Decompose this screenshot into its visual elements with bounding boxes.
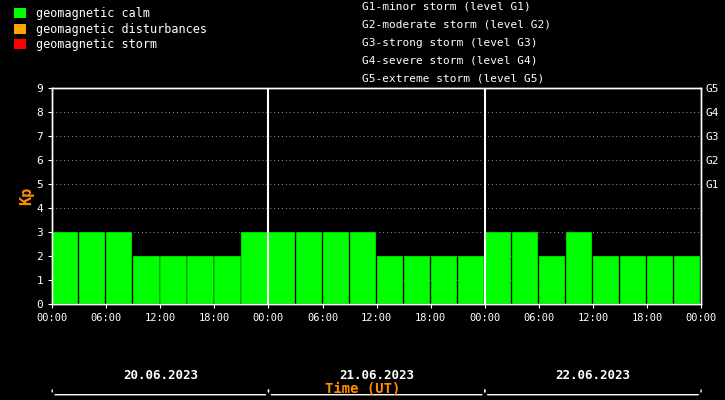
- Bar: [647, 256, 674, 304]
- Bar: [79, 232, 105, 304]
- Bar: [107, 232, 133, 304]
- Y-axis label: Kp: Kp: [19, 187, 33, 205]
- Bar: [376, 256, 403, 304]
- Text: 21.06.2023: 21.06.2023: [339, 369, 414, 382]
- Text: 20.06.2023: 20.06.2023: [123, 369, 198, 382]
- Bar: [215, 256, 241, 304]
- Text: G4-severe storm (level G4): G4-severe storm (level G4): [362, 56, 538, 66]
- Bar: [593, 256, 619, 304]
- Bar: [566, 232, 592, 304]
- Bar: [512, 232, 538, 304]
- Bar: [268, 232, 295, 304]
- Bar: [620, 256, 646, 304]
- Text: Time (UT): Time (UT): [325, 382, 400, 396]
- Bar: [133, 256, 160, 304]
- Text: 22.06.2023: 22.06.2023: [555, 369, 631, 382]
- Text: G2-moderate storm (level G2): G2-moderate storm (level G2): [362, 20, 552, 30]
- Bar: [52, 232, 78, 304]
- Bar: [296, 232, 322, 304]
- Legend: geomagnetic calm, geomagnetic disturbances, geomagnetic storm: geomagnetic calm, geomagnetic disturbanc…: [13, 6, 208, 52]
- Bar: [241, 232, 268, 304]
- Bar: [457, 256, 484, 304]
- Bar: [539, 256, 565, 304]
- Text: G1-minor storm (level G1): G1-minor storm (level G1): [362, 2, 531, 12]
- Bar: [160, 256, 186, 304]
- Bar: [349, 232, 376, 304]
- Bar: [485, 232, 511, 304]
- Bar: [404, 256, 430, 304]
- Text: G5-extreme storm (level G5): G5-extreme storm (level G5): [362, 74, 544, 84]
- Bar: [674, 256, 700, 304]
- Text: G3-strong storm (level G3): G3-strong storm (level G3): [362, 38, 538, 48]
- Bar: [323, 232, 349, 304]
- Bar: [431, 256, 457, 304]
- Bar: [187, 256, 214, 304]
